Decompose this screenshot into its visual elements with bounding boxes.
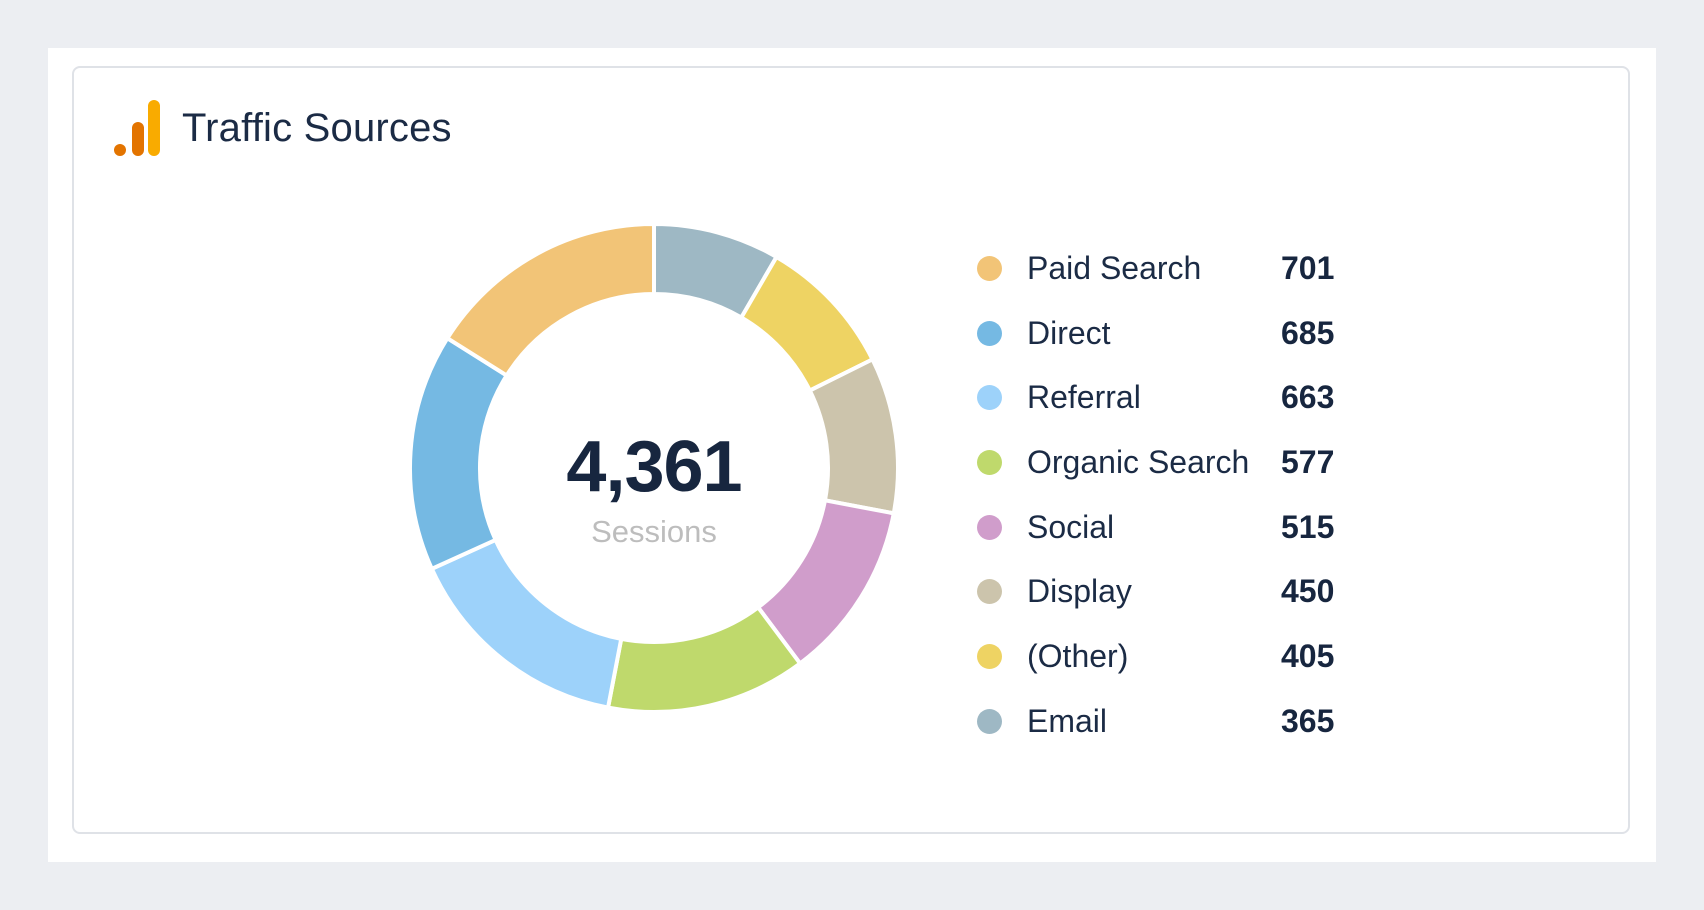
legend-label: Email [1027,702,1108,739]
icon-bar-tall [148,100,160,156]
legend-color-dot [977,514,1002,540]
legend-value: 365 [1281,702,1335,739]
legend-color-dot [977,579,1002,605]
analytics-bars-icon [114,100,160,156]
legend-value: 577 [1281,443,1335,480]
card-header: Traffic Sources [112,98,452,158]
legend-item-referral[interactable]: Referral 663 [977,365,1334,430]
card-title: Traffic Sources [182,105,452,150]
donut-chart: 4,361 Sessions [374,188,934,748]
legend-label: Referral [1027,379,1141,416]
legend-item-paid-search[interactable]: Paid Search 701 [977,236,1334,301]
legend-color-dot [977,320,1002,346]
legend-value: 685 [1281,314,1335,351]
legend-value: 515 [1281,508,1335,545]
legend-item-email[interactable]: Email 365 [977,689,1334,754]
donut-svg [408,221,900,714]
legend-label: (Other) [1027,637,1129,674]
legend-label: Paid Search [1027,249,1202,286]
icon-bar-medium [132,122,144,156]
legend-item-display[interactable]: Display 450 [977,559,1334,624]
total-sessions-label: Sessions [591,514,717,549]
legend-label: Direct [1027,314,1111,351]
donut-slice-referral[interactable] [429,537,624,710]
legend-value: 701 [1281,249,1335,286]
donut-slice-organic-search[interactable] [605,604,803,714]
donut-slice-paid-search[interactable] [444,221,656,379]
legend-color-dot [977,643,1002,669]
widget-panel: Traffic Sources 4,361 Sessions Paid Sear… [48,48,1656,862]
legend-item-direct[interactable]: Direct 685 [977,301,1334,366]
legend-value: 450 [1281,573,1335,610]
legend-label: Display [1027,573,1132,610]
chart-legend: Paid Search 701 Direct 685 Referral 663 Organi… [977,236,1334,754]
legend-value: 663 [1281,379,1335,416]
legend-item-social[interactable]: Social 515 [977,495,1334,560]
legend-label: Social [1027,508,1115,545]
traffic-sources-card: Traffic Sources 4,361 Sessions Paid Sear… [72,66,1630,834]
legend-color-dot [977,449,1002,475]
legend-color-dot [977,255,1002,281]
legend-item-other[interactable]: (Other) 405 [977,624,1334,689]
legend-label: Organic Search [1027,443,1250,480]
total-sessions-value: 4,361 [566,427,742,507]
legend-value: 405 [1281,637,1335,674]
legend-item-organic-search[interactable]: Organic Search 577 [977,430,1334,495]
legend-color-dot [977,708,1002,734]
legend-color-dot [977,385,1002,411]
icon-dot [114,144,126,156]
